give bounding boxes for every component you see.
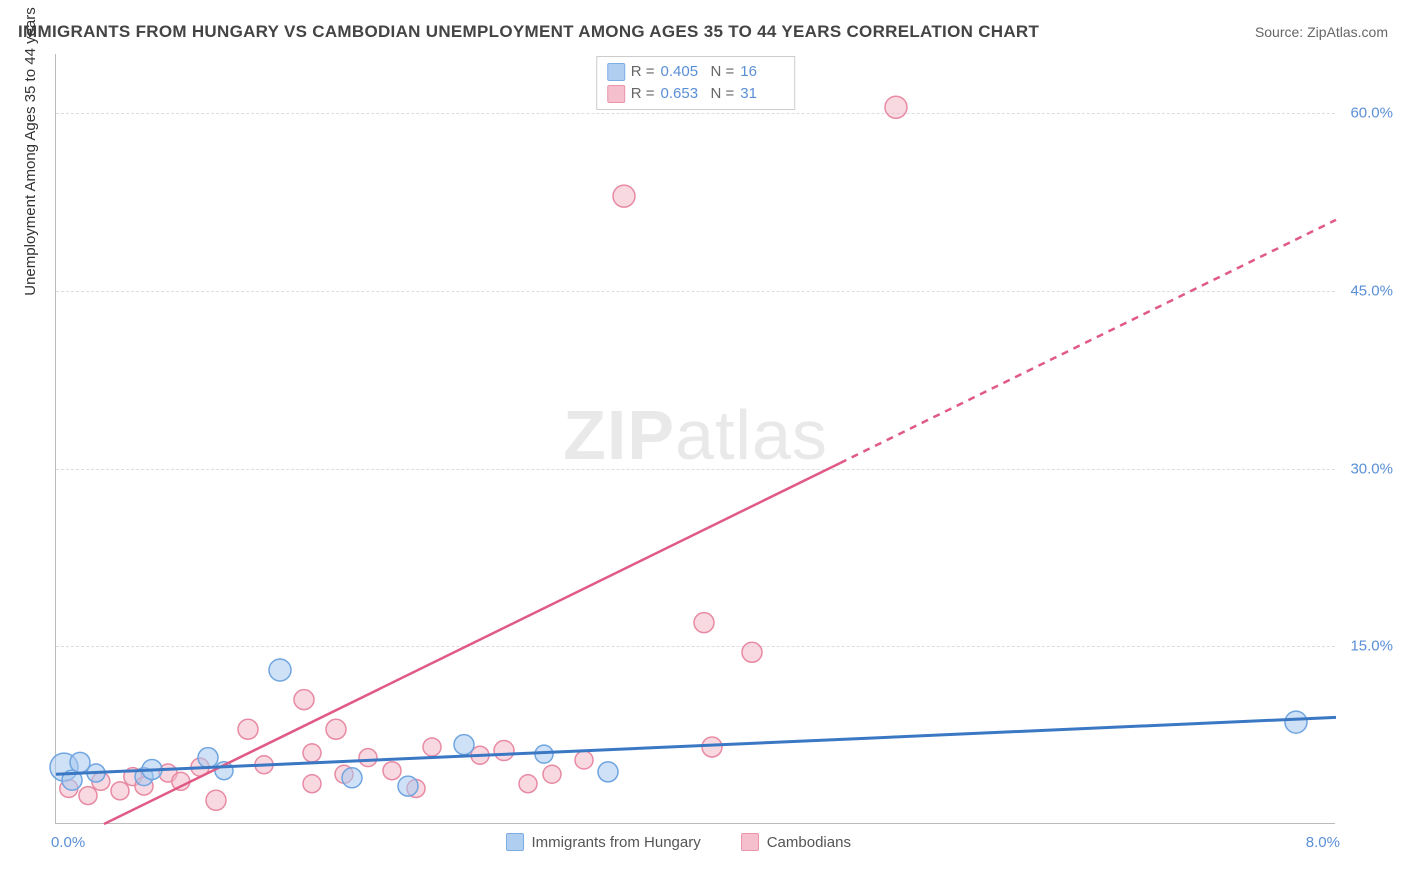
n-value-cambodia: 31	[740, 83, 784, 105]
legend-item-hungary: Immigrants from Hungary	[506, 833, 701, 851]
cambodia-point	[702, 737, 722, 757]
x-max-label: 8.0%	[1306, 834, 1340, 851]
cambodia-point	[359, 749, 377, 767]
cambodia-point	[303, 775, 321, 793]
cambodia-point	[303, 744, 321, 762]
trend-line	[840, 220, 1336, 463]
trend-line	[104, 463, 840, 824]
cambodia-point	[111, 782, 129, 800]
cambodia-point	[543, 765, 561, 783]
cambodia-point	[326, 719, 346, 739]
hungary-point	[269, 659, 291, 681]
hungary-point	[454, 735, 474, 755]
hungary-point	[598, 762, 618, 782]
cambodia-point	[742, 642, 762, 662]
swatch-cambodia-icon	[607, 85, 625, 103]
cambodia-point	[79, 787, 97, 805]
hungary-point	[1285, 711, 1307, 733]
r-label: R =	[631, 61, 655, 83]
hungary-point	[342, 768, 362, 788]
swatch-hungary-icon	[607, 63, 625, 81]
cambodia-point	[494, 741, 514, 761]
legend-label-hungary: Immigrants from Hungary	[532, 834, 701, 851]
hungary-point	[198, 748, 218, 768]
source-label: Source: ZipAtlas.com	[1255, 24, 1388, 40]
cambodia-point	[238, 719, 258, 739]
legend-bottom: Immigrants from Hungary Cambodians	[506, 833, 851, 851]
cambodia-point	[613, 185, 635, 207]
y-tick-label: 60.0%	[1350, 105, 1393, 122]
n-value-hungary: 16	[740, 61, 784, 83]
legend-stats-row-cambodia: R = 0.653 N = 31	[607, 83, 785, 105]
y-axis-title: Unemployment Among Ages 35 to 44 years	[22, 7, 39, 296]
legend-stats: R = 0.405 N = 16 R = 0.653 N = 31	[596, 56, 796, 110]
chart-svg	[56, 54, 1335, 823]
r-label: R =	[631, 83, 655, 105]
r-value-hungary: 0.405	[661, 61, 705, 83]
legend-item-cambodia: Cambodians	[741, 833, 851, 851]
cambodia-point	[423, 738, 441, 756]
swatch-cambodia-icon	[741, 833, 759, 851]
r-value-cambodia: 0.653	[661, 83, 705, 105]
plot-area: ZIPatlas R = 0.405 N = 16 R = 0.653 N = …	[55, 54, 1335, 824]
hungary-point	[398, 776, 418, 796]
legend-stats-row-hungary: R = 0.405 N = 16	[607, 61, 785, 83]
y-tick-label: 15.0%	[1350, 638, 1393, 655]
chart-title: IMMIGRANTS FROM HUNGARY VS CAMBODIAN UNE…	[18, 22, 1039, 42]
cambodia-point	[383, 762, 401, 780]
cambodia-point	[206, 790, 226, 810]
cambodia-point	[575, 751, 593, 769]
n-label: N =	[711, 83, 735, 105]
cambodia-point	[885, 96, 907, 118]
cambodia-point	[694, 613, 714, 633]
y-tick-label: 45.0%	[1350, 282, 1393, 299]
cambodia-point	[519, 775, 537, 793]
legend-label-cambodia: Cambodians	[767, 834, 851, 851]
x-origin-label: 0.0%	[51, 834, 85, 851]
swatch-hungary-icon	[506, 833, 524, 851]
n-label: N =	[711, 61, 735, 83]
y-tick-label: 30.0%	[1350, 460, 1393, 477]
cambodia-point	[294, 690, 314, 710]
